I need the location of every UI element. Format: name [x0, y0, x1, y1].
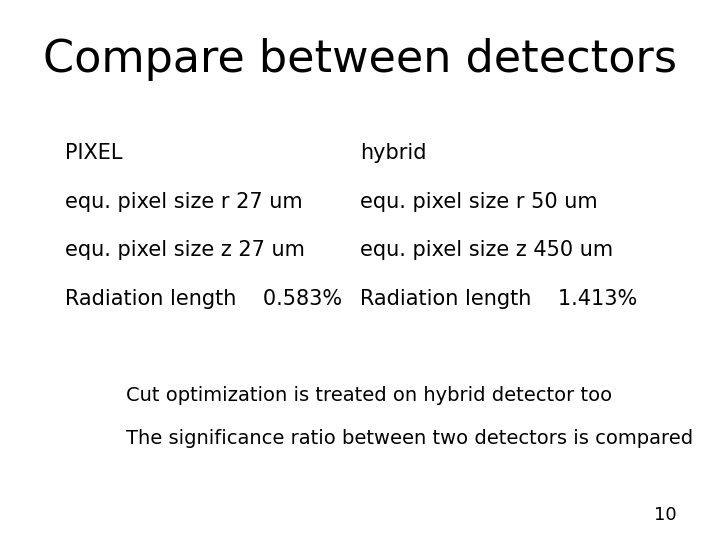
Text: 10: 10 — [654, 506, 677, 524]
Text: Radiation length    0.583%: Radiation length 0.583% — [65, 289, 342, 309]
Text: The significance ratio between two detectors is compared: The significance ratio between two detec… — [126, 429, 693, 448]
Text: equ. pixel size r 50 um: equ. pixel size r 50 um — [360, 192, 598, 212]
Text: Cut optimization is treated on hybrid detector too: Cut optimization is treated on hybrid de… — [126, 386, 612, 405]
Text: equ. pixel size r 27 um: equ. pixel size r 27 um — [65, 192, 302, 212]
Text: equ. pixel size z 450 um: equ. pixel size z 450 um — [360, 240, 613, 260]
Text: Radiation length    1.413%: Radiation length 1.413% — [360, 289, 637, 309]
Text: hybrid: hybrid — [360, 143, 426, 163]
Text: Compare between detectors: Compare between detectors — [43, 38, 677, 81]
Text: PIXEL: PIXEL — [65, 143, 122, 163]
Text: equ. pixel size z 27 um: equ. pixel size z 27 um — [65, 240, 305, 260]
